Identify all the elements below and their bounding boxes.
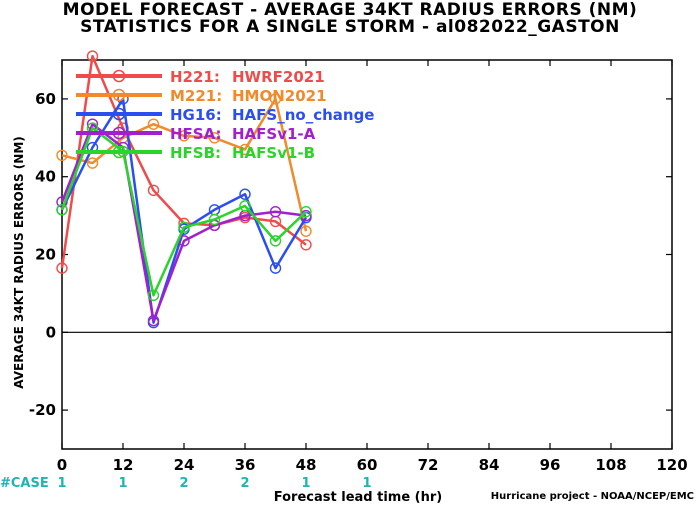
data-point	[208, 132, 221, 144]
x-tick-label: 96	[540, 456, 561, 474]
y-tick-label: 0	[46, 323, 56, 341]
data-point	[269, 262, 282, 274]
legend-model-name: HAFSv1-A	[232, 125, 316, 143]
x-tick-label: 36	[235, 456, 256, 474]
data-point	[147, 289, 160, 302]
x-tick-label: 108	[595, 456, 626, 474]
x-tick-label: 72	[418, 456, 439, 474]
data-point	[300, 239, 312, 251]
series-line	[61, 97, 308, 232]
legend-model-name: HAFSv1-B	[232, 144, 315, 162]
legend-marker	[112, 107, 126, 121]
x-tick-label: 48	[296, 456, 317, 474]
data-point	[147, 314, 160, 327]
chart-axes: 0 12 24 36 48 60 72 84 96 108 120-200204060Forecas…	[12, 59, 688, 505]
y-tick-label: 20	[35, 246, 56, 264]
data-point	[239, 188, 251, 200]
data-point	[269, 206, 282, 218]
case-count: 2	[240, 476, 249, 491]
y-axis-label: AVERAGE 34KT RADIUS ERRORS (NM)	[12, 136, 26, 388]
x-tick-label: 12	[113, 456, 134, 474]
data-point	[86, 50, 99, 62]
case-count: 1	[362, 476, 371, 491]
legend-model-code: HFSB:	[170, 144, 221, 162]
chart-title: MODEL FORECAST - AVERAGE 34KT RADIUS ERR…	[62, 0, 638, 20]
chart-legend: H221: HWRF2021 M221: HMON2021 HG16: HAFS_no_c…	[76, 68, 374, 162]
data-point	[56, 204, 68, 216]
data-point	[178, 221, 190, 233]
data-point	[147, 118, 160, 130]
data-point	[56, 262, 68, 274]
series-line	[60, 54, 307, 269]
case-count-row: #CASE 1 1 2 2 1 1	[0, 476, 372, 491]
data-point	[269, 93, 282, 105]
case-count: 1	[301, 476, 310, 491]
y-tick-label: 40	[35, 168, 56, 186]
data-point	[56, 149, 68, 162]
x-tick-label: 24	[174, 456, 195, 474]
legend-model-name: HAFS_no_change	[232, 106, 374, 124]
case-count: 2	[179, 476, 188, 491]
data-point	[147, 184, 160, 197]
legend-model-code: H221:	[170, 68, 220, 86]
chart-subtitle: STATISTICS FOR A SINGLE STORM - al082022…	[80, 17, 620, 37]
x-tick-label: 0	[57, 456, 67, 474]
legend-model-name: HMON2021	[232, 87, 327, 105]
case-count: 1	[118, 476, 127, 491]
legend-model-code: M221:	[170, 87, 222, 105]
data-point	[269, 235, 282, 247]
legend-marker	[112, 145, 126, 159]
credit-text: Hurricane project - NOAA/NCEP/EMC	[490, 491, 694, 502]
data-point	[239, 143, 251, 156]
legend-model-name: HWRF2021	[232, 68, 325, 86]
x-tick-label: 84	[479, 456, 500, 474]
x-tick-label: 60	[357, 456, 378, 474]
x-axis-label: Forecast lead time (hr)	[274, 490, 442, 505]
data-point	[86, 157, 99, 169]
data-point	[300, 225, 312, 237]
legend-model-code: HG16:	[170, 106, 222, 124]
data-point	[239, 200, 251, 212]
legend-marker	[112, 126, 126, 140]
data-point	[208, 213, 221, 226]
y-tick-label: 60	[35, 90, 56, 108]
case-count: 1	[57, 476, 66, 491]
data-point	[300, 206, 312, 218]
case-label: #CASE	[0, 476, 49, 491]
x-tick-label: 120	[656, 456, 687, 474]
legend-marker	[112, 69, 126, 83]
series-line	[60, 126, 307, 297]
data-point	[178, 130, 190, 142]
legend-model-code: HFSA:	[170, 125, 222, 143]
legend-marker	[112, 88, 126, 102]
y-tick-label: -20	[29, 401, 56, 419]
